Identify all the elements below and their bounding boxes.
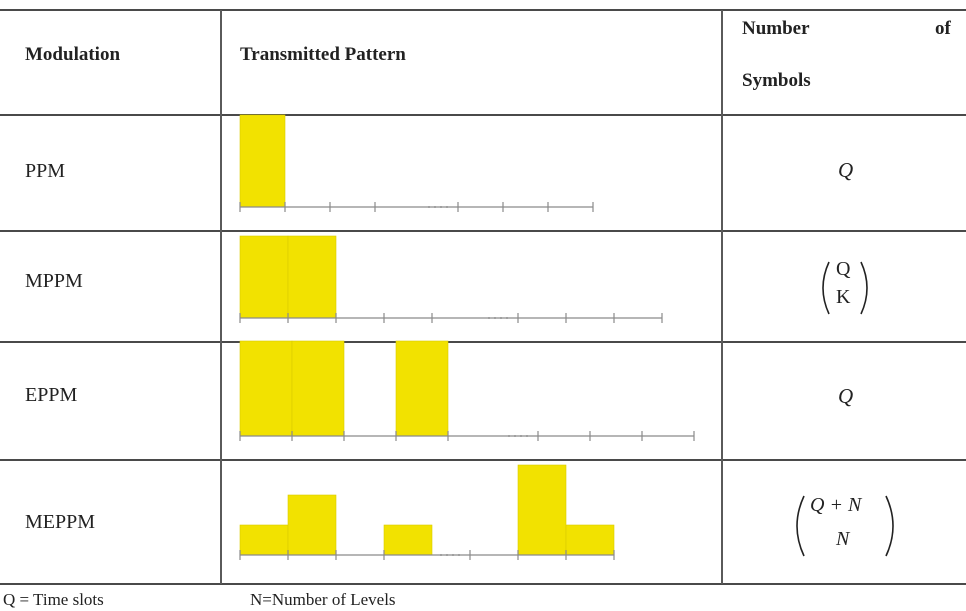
symbols-mppm-binomial: Q K (815, 258, 875, 318)
symbols-mppm-bottom: K (836, 286, 851, 308)
header-of: of (935, 18, 951, 39)
header-symbols: Symbols (742, 70, 811, 91)
column-divider-1 (220, 10, 222, 584)
pulse-bar (517, 464, 567, 556)
pulse-bar (239, 235, 289, 319)
row-name-mppm: MPPM (25, 270, 83, 292)
header-transmitted-pattern: Transmitted Pattern (240, 44, 406, 65)
pulse-bar (565, 524, 615, 556)
pulse-bar (395, 340, 449, 437)
pulse-bar (383, 524, 433, 556)
header-modulation: Modulation (25, 44, 121, 65)
table-top-rule (0, 9, 966, 11)
pulse-bar (239, 114, 286, 208)
symbols-eppm: Q (838, 384, 854, 408)
binomial-brackets-icon (822, 261, 868, 315)
row-name-ppm: PPM (25, 160, 66, 182)
symbols-meppm-top: Q + N (810, 494, 862, 516)
pulse-bar (239, 340, 293, 437)
pulse-bar (291, 340, 345, 437)
row-divider-3 (0, 459, 966, 461)
row-name-meppm: MEPPM (25, 511, 96, 533)
header-number: Number (742, 18, 810, 39)
symbols-ppm: Q (838, 158, 854, 182)
footer-q-definition: Q = Time slots (3, 590, 104, 609)
symbols-meppm-bottom: N (836, 528, 850, 550)
row-divider-1 (0, 230, 966, 232)
symbols-mppm-top: Q (836, 258, 851, 280)
row-divider-2 (0, 341, 966, 343)
column-divider-2 (721, 10, 723, 584)
symbols-meppm-binomial: Q + N N (790, 492, 900, 560)
table-bottom-rule (0, 583, 966, 585)
pulse-bar (287, 494, 337, 556)
row-name-eppm: EPPM (25, 384, 78, 406)
pulse-bar (287, 235, 337, 319)
pulse-bar (239, 524, 289, 556)
binomial-brackets-icon (796, 495, 894, 557)
header-bottom-rule (0, 114, 966, 116)
footer-n-definition: N=Number of Levels (250, 590, 396, 609)
